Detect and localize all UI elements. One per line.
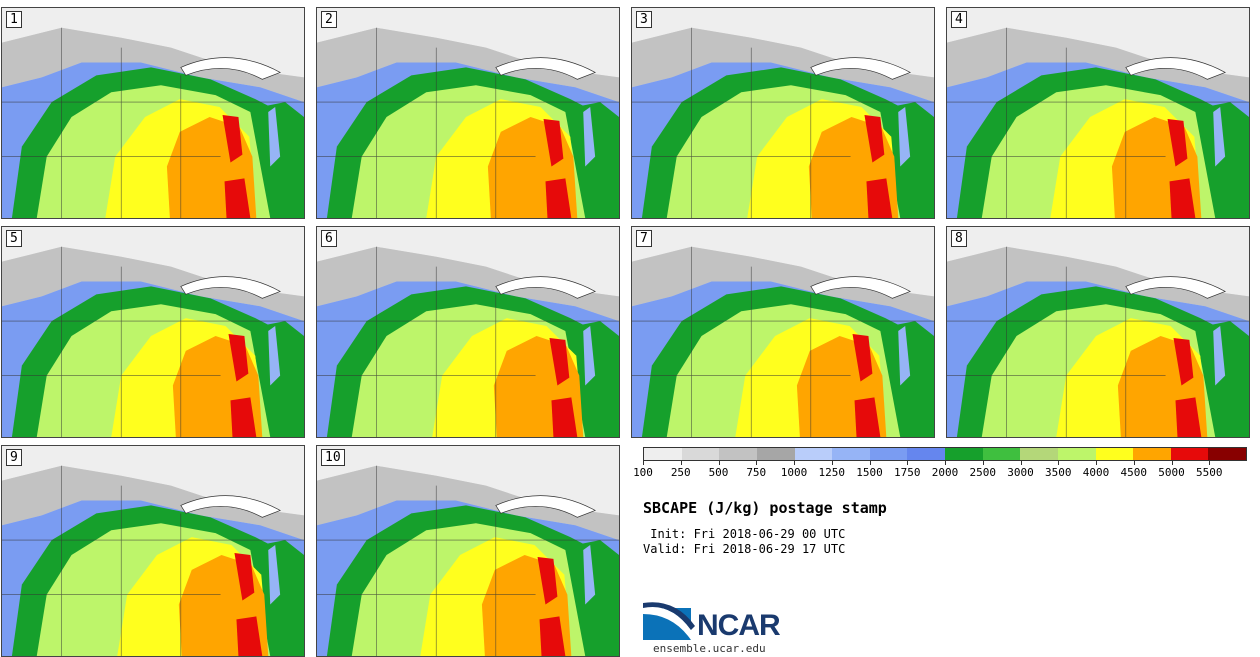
colorbar-tick-label: 5000 bbox=[1158, 466, 1185, 479]
member-number-label: 8 bbox=[951, 230, 967, 247]
colorbar-segment bbox=[832, 448, 870, 460]
colorbar-segment bbox=[1095, 448, 1134, 460]
member-number-label: 6 bbox=[321, 230, 337, 247]
member-panel: 5 bbox=[1, 226, 305, 438]
product-title: SBCAPE (J/kg) postage stamp bbox=[643, 499, 887, 517]
colorbar-tick-label: 1500 bbox=[856, 466, 883, 479]
colorbar-tick-label: 1250 bbox=[818, 466, 846, 479]
colorbar bbox=[643, 447, 1247, 461]
valid-time: Valid: Fri 2018-06-29 17 UTC bbox=[643, 542, 846, 556]
member-panel: 1 bbox=[1, 7, 305, 219]
init-time: Init: Fri 2018-06-29 00 UTC bbox=[643, 527, 846, 541]
member-panel: 7 bbox=[631, 226, 935, 438]
colorbar-tickmark bbox=[1133, 461, 1135, 465]
colorbar-tick-label: 4000 bbox=[1082, 466, 1110, 479]
colorbar-tick-label: 1000 bbox=[780, 466, 808, 479]
colorbar-tickmark bbox=[1096, 461, 1097, 465]
member-number-label: 7 bbox=[636, 230, 652, 247]
member-number-label: 10 bbox=[321, 449, 345, 466]
colorbar-tickmark bbox=[643, 461, 644, 465]
colorbar-tickmark bbox=[907, 461, 909, 465]
colorbar-tickmark bbox=[756, 461, 758, 465]
colorbar-tickmark bbox=[869, 461, 871, 465]
colorbar-tickmark bbox=[1209, 461, 1211, 465]
colorbar-tick-label: 4500 bbox=[1120, 466, 1148, 479]
colorbar-segment bbox=[794, 448, 833, 460]
colorbar-segment bbox=[869, 448, 908, 460]
member-panel: 2 bbox=[316, 7, 620, 219]
colorbar-tickmark bbox=[1171, 461, 1173, 465]
site-url: ensemble.ucar.edu bbox=[653, 642, 766, 655]
member-number-label: 3 bbox=[636, 11, 652, 28]
colorbar-segment bbox=[1170, 448, 1209, 460]
colorbar-tick-label: 500 bbox=[708, 466, 729, 479]
colorbar-tickmark bbox=[1058, 461, 1060, 465]
member-panel: 6 bbox=[316, 226, 620, 438]
member-panel: 8 bbox=[946, 226, 1250, 438]
member-panel: 9 bbox=[1, 445, 305, 657]
ncar-logo-icon bbox=[643, 602, 695, 640]
colorbar-segment bbox=[681, 448, 720, 460]
member-panel: 4 bbox=[946, 7, 1250, 219]
colorbar-tickmark bbox=[680, 461, 682, 465]
colorbar-segment bbox=[1057, 448, 1096, 460]
colorbar-segment bbox=[907, 448, 945, 460]
member-number-label: 9 bbox=[6, 449, 22, 466]
colorbar-segment bbox=[945, 448, 983, 460]
colorbar-segment bbox=[1020, 448, 1058, 460]
colorbar-ticks: 100 250 500 750 1000 1250 1500 1750 2000 2500 3000… bbox=[633, 461, 1247, 481]
colorbar-tick-label: 3000 bbox=[1007, 466, 1034, 479]
colorbar-tickmark bbox=[794, 461, 795, 465]
ncar-logo-text: NCAR bbox=[697, 609, 781, 642]
colorbar-segment bbox=[719, 448, 757, 460]
colorbar-tick-label: 3500 bbox=[1045, 466, 1072, 479]
colorbar-tickmark bbox=[718, 461, 720, 465]
member-number-label: 2 bbox=[321, 11, 337, 28]
colorbar-segment bbox=[1208, 448, 1246, 460]
colorbar-segment bbox=[756, 448, 795, 460]
colorbar-tickmark bbox=[831, 461, 833, 465]
colorbar-tick-label: 100 bbox=[633, 466, 653, 479]
member-panel: 3 bbox=[631, 7, 935, 219]
colorbar-tickmark bbox=[982, 461, 984, 465]
colorbar-segment bbox=[644, 448, 682, 460]
colorbar-segment bbox=[982, 448, 1021, 460]
member-number-label: 4 bbox=[951, 11, 967, 28]
colorbar-tick-label: 5500 bbox=[1196, 466, 1223, 479]
member-panel: 10 bbox=[316, 445, 620, 657]
colorbar-tick-label: 2500 bbox=[969, 466, 997, 479]
colorbar-tick-label: 2000 bbox=[931, 466, 959, 479]
member-number-label: 5 bbox=[6, 230, 22, 247]
colorbar-tickmark bbox=[1020, 461, 1022, 465]
colorbar-segment bbox=[1133, 448, 1171, 460]
member-number-label: 1 bbox=[6, 11, 22, 28]
colorbar-tick-label: 1750 bbox=[894, 466, 921, 479]
colorbar-tickmark bbox=[945, 461, 946, 465]
colorbar-tick-label: 750 bbox=[746, 466, 767, 479]
colorbar-tick-label: 250 bbox=[670, 466, 691, 479]
